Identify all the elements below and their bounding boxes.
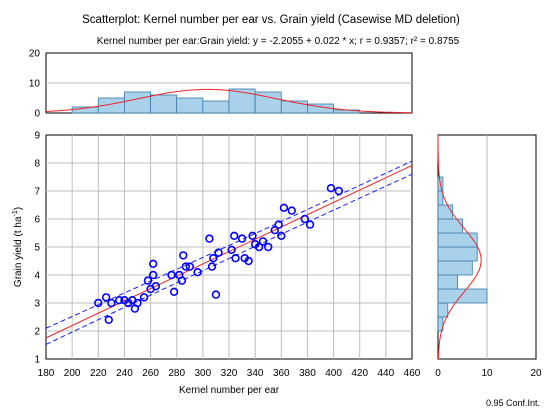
y-tick-label: 2 [34,327,40,338]
x-tick-label: 440 [378,368,395,379]
x-histogram-tick-label: 10 [29,79,41,90]
data-point [104,315,113,324]
x-histogram-bar [176,97,204,114]
data-point [248,231,257,241]
y-histogram-tick-label: 20 [530,368,542,379]
data-point [114,296,124,305]
confidence-band-upper [45,160,413,329]
x-tick-label: 320 [221,368,238,379]
y-histogram-bar [437,274,459,290]
x-tick-label: 200 [64,368,81,379]
y-axis-label: Grain yield (t ha-1) [12,207,24,287]
x-tick-label: 340 [247,368,264,379]
data-point [287,206,296,215]
x-histogram-tick-label: 20 [29,49,41,60]
chart-title: Scatterplot: Kernel number per ear vs. G… [82,14,460,26]
y-tick-label: 7 [34,187,40,198]
y-tick-label: 4 [34,271,40,282]
data-point [169,287,179,296]
y-tick-label: 8 [34,159,40,170]
data-point [94,298,103,308]
y-histogram-bar [437,232,478,248]
data-point [264,242,273,252]
y-tick-label: 6 [34,215,40,226]
data-point [326,184,336,193]
scatter-panel: 180 200 220 240 260 280 300 320 340 360 380 400 420 4… [34,131,420,380]
x-axis-label: Kernel number per ear [179,385,280,396]
data-point [277,231,286,241]
data-point [237,234,247,243]
data-point [139,293,149,302]
x-tick-label: 400 [325,368,342,379]
x-histogram-panel: 0 10 20 [29,49,413,120]
y-histogram-bar [437,302,449,318]
data-point [179,251,188,260]
y-histogram-bar [437,288,488,304]
data-point [151,282,161,291]
x-tick-label: 280 [168,368,185,379]
x-tick-label: 220 [90,368,107,379]
confidence-band-lower [45,173,413,345]
y-axis-label-close: ) [13,207,24,210]
y-histogram-tick-label: 0 [435,368,441,379]
x-histogram-tick-label: 0 [34,109,40,120]
data-point [148,259,158,268]
x-tick-label: 300 [195,368,212,379]
data-point [211,290,221,299]
data-point [107,298,116,308]
data-point [270,226,279,235]
x-tick-label: 260 [142,368,159,379]
data-point [274,220,283,229]
x-tick-label: 460 [404,368,421,379]
x-histogram-bar [124,91,151,114]
y-tick-label: 9 [34,131,40,142]
y-histogram-panel: 0 10 20 [435,134,542,379]
data-point [231,254,240,263]
data-point [207,262,217,271]
data-point [227,245,236,255]
data-point [148,270,158,280]
data-point [214,248,223,257]
x-tick-label: 380 [299,368,316,379]
x-tick-label: 240 [116,368,133,379]
y-histogram-normal-curve [437,135,482,360]
chart-subtitle: Kernel number per ear:Grain yield: y = -… [97,36,460,47]
x-tick-label: 420 [351,368,368,379]
x-histogram-bar [202,100,230,114]
data-point [334,186,343,196]
data-point [133,298,142,308]
y-histogram-bar [437,260,473,276]
y-histogram-bar [437,204,454,220]
y-histogram-tick-label: 10 [481,368,493,379]
data-point [167,270,176,280]
x-histogram-bar [150,94,178,114]
y-tick-label: 1 [34,355,40,366]
data-point [305,220,315,229]
data-point [258,237,268,246]
y-tick-label: 5 [34,243,40,254]
y-axis-label-superscript: -1 [12,210,19,216]
data-point [193,268,202,277]
data-point [143,276,153,285]
data-point [101,293,111,302]
data-point [181,262,191,271]
x-tick-label: 180 [38,368,55,379]
x-tick-label: 360 [273,368,290,379]
data-point [185,262,194,271]
data-point [205,234,214,243]
data-point [300,214,310,224]
data-point [254,242,264,252]
footnote: 0.95 Conf.Int. [486,398,540,408]
data-point [244,256,253,266]
data-point [209,254,218,263]
data-point [230,231,239,241]
x-histogram-normal-curve [45,88,413,114]
y-axis-label-main: Grain yield (t ha [13,216,24,287]
y-tick-label: 3 [34,299,40,310]
data-point [177,276,187,285]
y-histogram-bar [437,246,478,262]
data-point [279,203,289,213]
